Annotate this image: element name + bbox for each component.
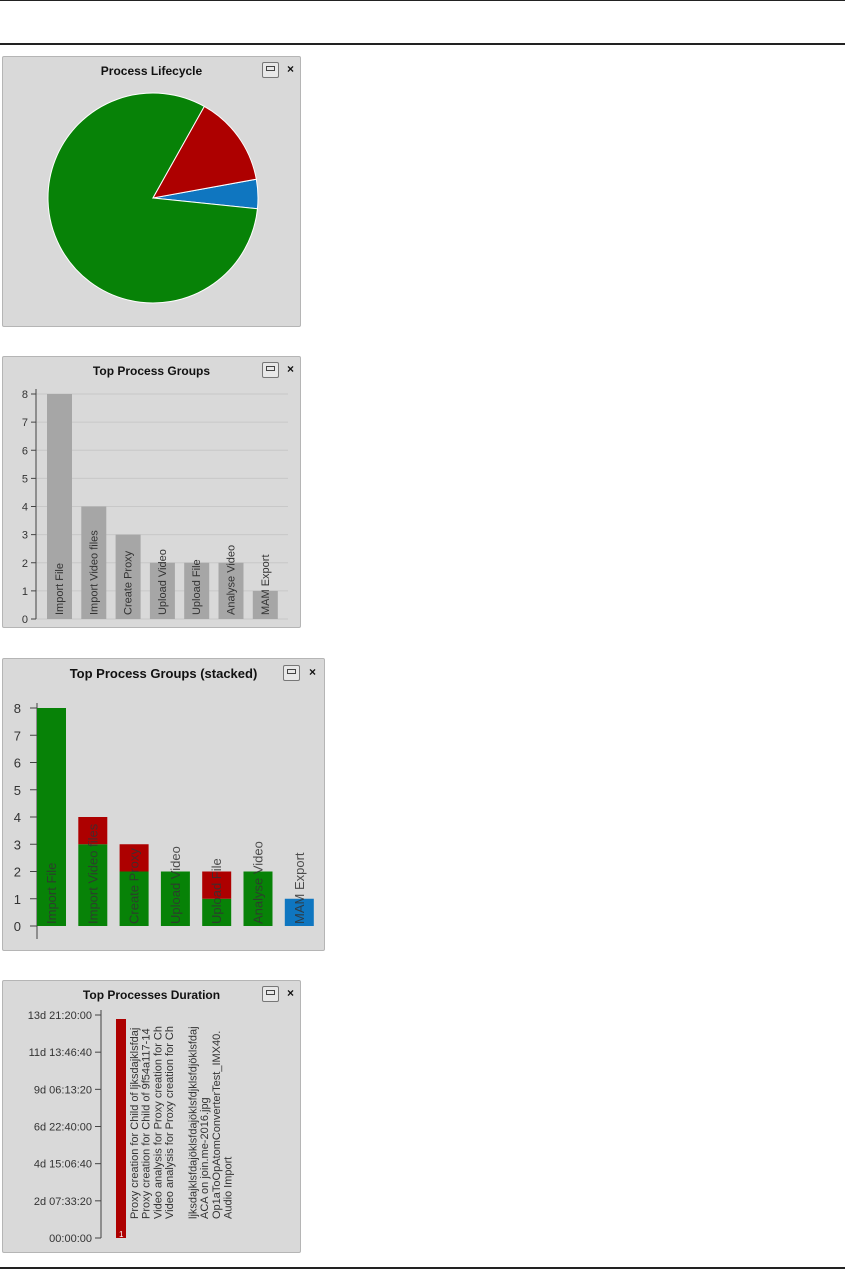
bar-label: Audio Import [223, 1157, 235, 1219]
y-tick-label: 0 [14, 919, 21, 934]
y-tick-label: 4 [14, 810, 21, 825]
top-toolbar [0, 0, 845, 45]
y-tick-label: 3 [14, 837, 21, 852]
bar [218, 562, 244, 619]
bar-label: Import File [54, 563, 66, 615]
y-tick-label: 6 [14, 756, 21, 771]
pie-chart [47, 92, 259, 304]
bar-value-label: 1 [119, 1230, 124, 1239]
widget-top-process-groups-stacked: Top Process Groups (stacked) × 0 1 2 3 4 5 6 7 8… [2, 658, 325, 951]
y-tick-label: 9d 06:13:20 [34, 1084, 92, 1096]
y-tick-label: 5 [22, 473, 28, 485]
pie-slice-2 [152, 105, 257, 199]
bar [47, 394, 72, 619]
y-tick-label: 0 [22, 614, 28, 626]
y-tick-label: 2d 07:33:20 [34, 1196, 92, 1208]
y-tick-label: 5 [14, 783, 21, 798]
bar-label: MAM Export [260, 554, 272, 615]
bar-label: Upload Video [168, 846, 183, 924]
y-tick-label: 6d 22:40:00 [34, 1122, 92, 1134]
bar-chart: 0 1 2 3 4 5 6 7 8 Import File Import Video files Cr… [22, 389, 288, 626]
bar-segment [284, 898, 314, 926]
bar-segment [160, 871, 190, 926]
bar [252, 590, 278, 619]
y-tick-label: 7 [14, 728, 21, 743]
bar-segment [119, 844, 149, 872]
bar-segment [37, 708, 66, 926]
bar-label: Import Video files [85, 823, 100, 924]
bar-label: Video analysis for Proxy creation for Ch [152, 1026, 164, 1219]
widget-top-process-groups: Top Process Groups × 0 1 2 3 4 5 6 7 8 Import Fil… [2, 356, 301, 628]
bar [81, 506, 107, 619]
bar-label: Proxy creation for Child of ljksdajklsfd… [129, 1028, 141, 1219]
y-tick-label: 8 [22, 389, 28, 401]
bar-label: ACA on join.me-2016.jpg [199, 1097, 211, 1219]
stacked-bar-chart: 0 1 2 3 4 5 6 7 8 Import File Import Video files Cr… [14, 701, 314, 939]
minimize-icon[interactable] [262, 362, 279, 378]
y-tick-label: 6 [22, 445, 28, 457]
y-tick-label: 1 [22, 586, 28, 598]
widget-title: Top Process Groups (stacked) [69, 666, 258, 681]
bar-segment [119, 871, 149, 926]
bar-segment [202, 898, 232, 926]
bar [149, 562, 175, 619]
y-tick-label: 00:00:00 [49, 1233, 92, 1245]
bar [184, 562, 210, 619]
widget-top-processes-duration: Top Processes Duration × 00:00:00 2d 07:3… [2, 980, 301, 1253]
bar-label: Upload Video [157, 549, 169, 615]
minimize-icon[interactable] [262, 986, 279, 1002]
bar-label: Analyse Video [251, 841, 266, 924]
bar-label: Upload File [209, 858, 224, 924]
y-tick-label: 2 [22, 558, 28, 570]
y-tick-label: 4 [22, 502, 28, 514]
bar-label: MAM Export [292, 852, 307, 924]
y-tick-label: 13d 21:20:00 [28, 1010, 92, 1022]
close-icon[interactable]: × [286, 62, 294, 76]
y-tick-label: 11d 13:46:40 [29, 1047, 92, 1059]
minimize-icon[interactable] [262, 62, 279, 78]
bottom-divider [0, 1267, 845, 1269]
close-icon[interactable]: × [286, 986, 294, 1000]
y-tick-label: 7 [22, 417, 28, 429]
bar-segment [202, 871, 232, 899]
bar-segment [78, 844, 108, 926]
bar-label: Analyse Video [226, 545, 238, 615]
bar-label: Import Video files [88, 530, 100, 615]
bar [116, 1019, 126, 1238]
y-tick-label: 3 [22, 530, 28, 542]
close-icon[interactable]: × [308, 665, 316, 679]
bar-segment [243, 871, 273, 926]
bar-label: Import File [44, 863, 59, 924]
close-icon[interactable]: × [286, 362, 294, 376]
y-tick-label: 4d 15:06:40 [34, 1159, 92, 1171]
widget-title: Top Process Groups [92, 364, 211, 378]
y-tick-label: 1 [14, 892, 21, 907]
widget-title: Process Lifecycle [100, 64, 203, 78]
bar-label: Op1aToOpAtomConverterTest_IMX40. [211, 1031, 223, 1219]
bar-segment [78, 817, 108, 845]
bar-label: Create Proxy [123, 550, 135, 615]
duration-bar-chart: 00:00:00 2d 07:33:20 4d 15:06:40 6d 22:40:0… [28, 1010, 235, 1245]
bar-label: Video analysis for Proxy creation for Ch [164, 1026, 176, 1219]
bar-label: Upload File [191, 559, 203, 615]
minimize-icon[interactable] [283, 665, 300, 681]
widget-process-lifecycle: Process Lifecycle × [2, 56, 301, 327]
bar-label: Proxy creation for Child of 9f54a117-14 [141, 1028, 153, 1219]
y-tick-label: 2 [14, 865, 21, 880]
bar-label: ljksdajklsfdajöklsfdajöklsfdjklsfdjöklsf… [188, 1026, 200, 1219]
bar-label: Create Proxy [127, 848, 142, 924]
widget-title: Top Processes Duration [82, 988, 221, 1002]
bar [115, 534, 141, 619]
y-tick-label: 8 [14, 701, 21, 716]
